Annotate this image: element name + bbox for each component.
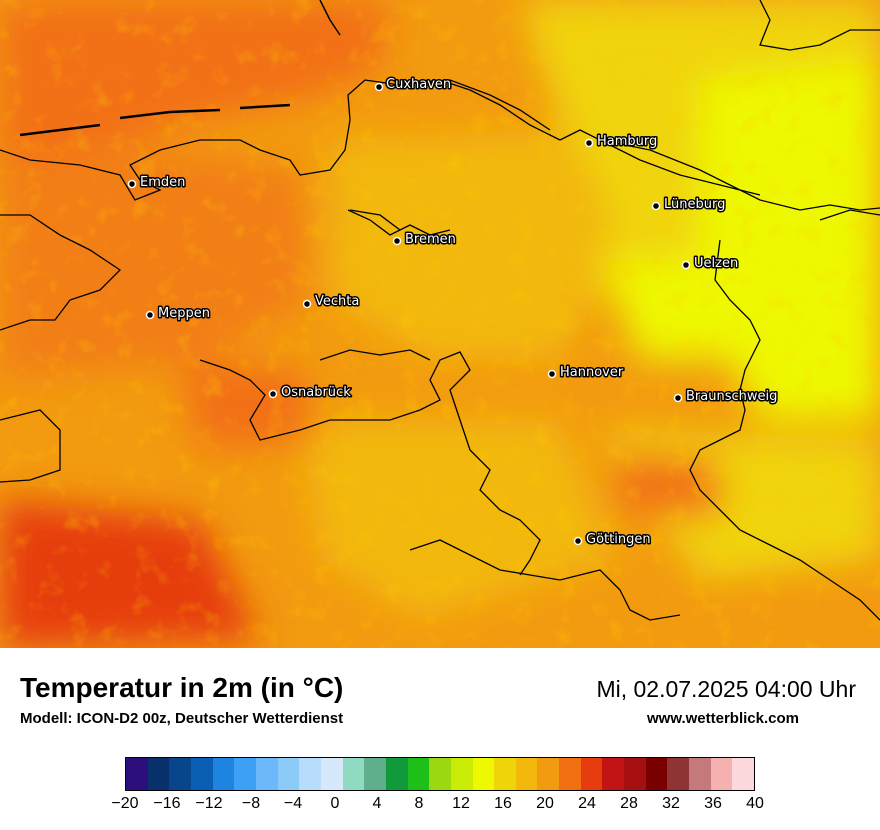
legend-swatch	[277, 758, 300, 790]
legend-tick-label: 36	[704, 795, 722, 812]
legend-tick-label: 20	[536, 795, 554, 812]
city-meppen[interactable]: Meppen	[145, 305, 211, 323]
legend-ticks: −20 −16 −12 −8 −4 0 4 8 12 16 20 24 28 32 36 40	[0, 791, 880, 821]
legend-swatch	[537, 758, 560, 790]
legend-tick-label: 40	[746, 795, 764, 812]
city-label: Göttingen	[586, 532, 651, 547]
city-braunschweig[interactable]: Braunschweig	[673, 388, 779, 406]
city-emden[interactable]: Emden	[127, 174, 187, 192]
borders-and-coastlines	[0, 0, 880, 621]
city-uelzen[interactable]: Uelzen	[681, 255, 740, 273]
website-link[interactable]: www.wetterblick.com	[647, 710, 799, 727]
legend-tick-label: −4	[283, 795, 303, 812]
legend-swatch	[450, 758, 473, 790]
map-title: Temperatur in 2m (in °C)	[20, 672, 344, 703]
map-canvas: Cuxhaven Hamburg Emden Lüneburg Bremen U…	[0, 0, 880, 648]
legend-swatch	[299, 758, 321, 790]
map-footer: Temperatur in 2m (in °C) Modell: ICON-D2…	[0, 648, 880, 830]
city-label: Osnabrück	[281, 385, 351, 400]
legend-swatch	[580, 758, 603, 790]
city-lueneburg[interactable]: Lüneburg	[651, 196, 727, 214]
legend-tick-label: 28	[620, 795, 638, 812]
city-label: Braunschweig	[686, 389, 777, 404]
color-legend	[125, 757, 755, 791]
legend-swatch	[645, 758, 668, 790]
legend-swatch	[559, 758, 581, 790]
temperature-field	[0, 0, 880, 648]
legend-swatch	[147, 758, 170, 790]
city-label: Vechta	[315, 294, 359, 309]
legend-tick-label: 16	[494, 795, 512, 812]
legend-swatch	[710, 758, 733, 790]
legend-swatch	[602, 758, 625, 790]
legend-swatch	[255, 758, 278, 790]
city-label: Lüneburg	[664, 197, 725, 212]
legend-swatch	[364, 758, 386, 790]
legend-swatch	[472, 758, 495, 790]
city-cuxhaven[interactable]: Cuxhaven	[374, 76, 453, 94]
legend-tick-label: 0	[330, 795, 340, 812]
legend-tick-label: −12	[195, 795, 223, 812]
legend-swatch	[429, 758, 451, 790]
forecast-datetime: Mi, 02.07.2025 04:00 Uhr	[596, 676, 856, 702]
model-source: Modell: ICON-D2 00z, Deutscher Wetterdie…	[20, 710, 344, 727]
legend-tick-label: 4	[372, 795, 382, 812]
legend-swatch	[320, 758, 343, 790]
legend-swatch	[732, 758, 755, 790]
legend-swatch	[667, 758, 690, 790]
city-label: Hamburg	[597, 134, 657, 149]
legend-swatch	[385, 758, 408, 790]
legend-swatch	[212, 758, 235, 790]
legend-swatch	[234, 758, 256, 790]
city-label: Cuxhaven	[386, 77, 451, 92]
legend-swatch	[126, 758, 148, 790]
legend-tick-label: 12	[452, 795, 470, 812]
legend-tick-label: 24	[578, 795, 596, 812]
legend-swatch	[169, 758, 191, 790]
city-hannover[interactable]: Hannover	[547, 364, 625, 382]
legend-swatch	[515, 758, 538, 790]
city-markers: Cuxhaven Hamburg Emden Lüneburg Bremen U…	[127, 76, 779, 549]
city-label: Bremen	[405, 232, 456, 247]
city-hamburg[interactable]: Hamburg	[584, 133, 659, 151]
legend-swatch	[407, 758, 430, 790]
city-goettingen[interactable]: Göttingen	[573, 531, 652, 549]
legend-tick-label: −20	[111, 795, 139, 812]
legend-tick-label: −16	[153, 795, 181, 812]
city-label: Emden	[140, 175, 185, 190]
legend-tick-label: 32	[662, 795, 680, 812]
city-vechta[interactable]: Vechta	[302, 293, 361, 311]
city-label: Uelzen	[694, 256, 738, 271]
city-label: Hannover	[560, 365, 624, 380]
legend-swatch	[342, 758, 365, 790]
temperature-map[interactable]: Cuxhaven Hamburg Emden Lüneburg Bremen U…	[0, 0, 880, 648]
legend-swatch	[624, 758, 646, 790]
city-label: Meppen	[158, 306, 210, 321]
legend-tick-label: 8	[414, 795, 424, 812]
city-osnabrueck[interactable]: Osnabrück	[268, 384, 353, 402]
legend-swatch	[190, 758, 213, 790]
legend-swatch	[689, 758, 711, 790]
legend-swatch	[494, 758, 516, 790]
legend-tick-label: −8	[241, 795, 261, 812]
city-bremen[interactable]: Bremen	[392, 231, 457, 249]
